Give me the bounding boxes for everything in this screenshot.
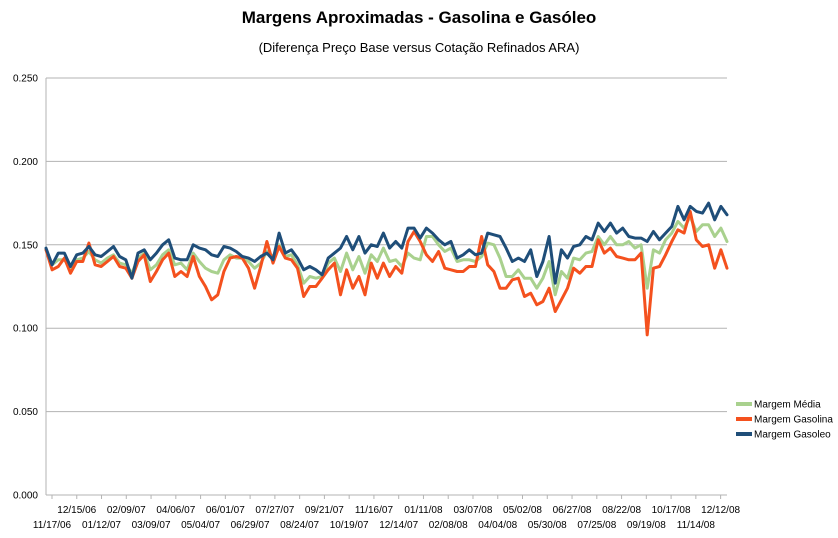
- axes: [45, 78, 727, 496]
- x-tick-label: 12/14/07: [379, 520, 418, 531]
- series-line-margem-gasoleo: [44, 201, 729, 285]
- x-tick-label: 06/29/07: [231, 520, 270, 531]
- chart-title: Margens Aproximadas - Gasolina e Gasóleo: [241, 8, 597, 27]
- x-tick-label: 01/12/07: [82, 520, 121, 531]
- x-tick-label: 03/09/07: [132, 520, 171, 531]
- gridlines: [46, 77, 727, 496]
- series-line-margem-gasolina: [44, 209, 729, 337]
- x-tick-label: 06/27/08: [553, 505, 592, 516]
- x-tick-label: 11/16/07: [355, 505, 394, 516]
- x-tick-label: 09/19/08: [627, 520, 666, 531]
- legend-label: Margem Média: [754, 400, 821, 411]
- x-tick-label: 01/11/08: [404, 505, 443, 516]
- x-tick-label: 11/14/08: [677, 520, 716, 531]
- x-tick-label: 04/04/08: [478, 520, 517, 531]
- chart-subtitle: (Diferença Preço Base versus Cotação Ref…: [258, 40, 580, 55]
- x-tick-label: 05/04/07: [181, 520, 220, 531]
- x-tick-label: 08/24/07: [280, 520, 319, 531]
- x-axis-ticks: 11/17/06 12/15/06 01/12/07 02/09/07 03/09/07…: [33, 495, 741, 531]
- series-line-margem-média: [44, 214, 729, 297]
- legend: Margem Média Margem Gasolina Margem Gasole…: [736, 400, 833, 441]
- y-axis-ticks: 0.000 0.050 0.100 0.150 0.200 0.250: [13, 74, 38, 502]
- x-tick-label: 10/19/07: [330, 520, 369, 531]
- y-tick-label: 0.250: [13, 74, 38, 85]
- y-tick-label: 0.100: [13, 324, 38, 335]
- series-lines: [44, 201, 729, 337]
- x-tick-label: 05/30/08: [528, 520, 567, 531]
- legend-label: Margem Gasolina: [754, 415, 833, 426]
- y-tick-label: 0.000: [13, 491, 38, 502]
- legend-label: Margem Gasoleo: [754, 430, 831, 441]
- x-tick-label: 07/25/08: [577, 520, 616, 531]
- x-tick-label: 10/17/08: [652, 505, 691, 516]
- y-tick-label: 0.150: [13, 240, 38, 251]
- x-tick-label: 02/09/07: [107, 505, 146, 516]
- x-tick-label: 12/12/08: [701, 505, 740, 516]
- x-tick-label: 05/02/08: [503, 505, 542, 516]
- x-tick-label: 11/17/06: [33, 520, 72, 531]
- x-tick-label: 09/21/07: [305, 505, 344, 516]
- x-tick-label: 02/08/08: [429, 520, 468, 531]
- x-tick-label: 12/15/06: [57, 505, 96, 516]
- x-tick-label: 03/07/08: [454, 505, 493, 516]
- y-tick-label: 0.200: [13, 157, 38, 168]
- x-tick-label: 07/27/07: [255, 505, 294, 516]
- x-tick-label: 08/22/08: [602, 505, 641, 516]
- x-tick-label: 04/06/07: [156, 505, 195, 516]
- y-tick-label: 0.050: [13, 407, 38, 418]
- x-tick-label: 06/01/07: [206, 505, 245, 516]
